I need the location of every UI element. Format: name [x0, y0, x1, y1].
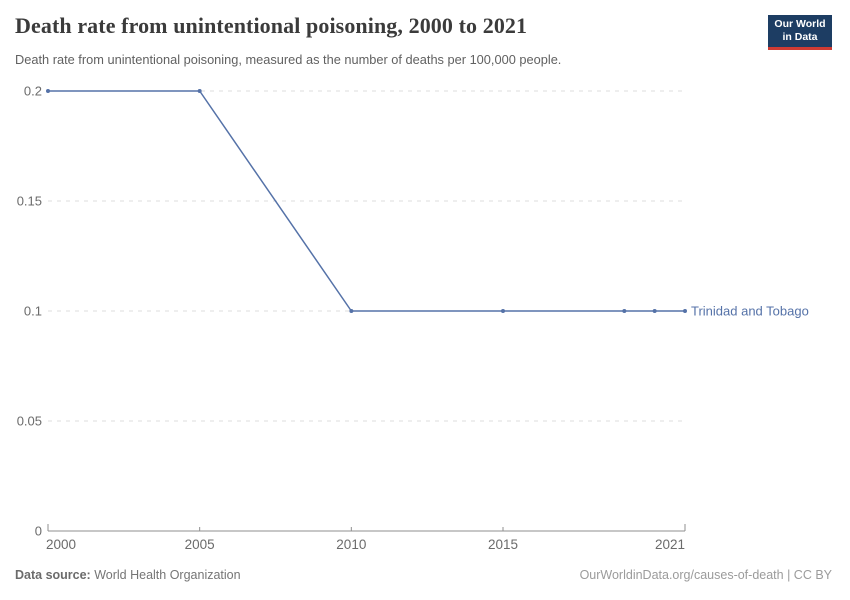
y-axis-tick-label: 0	[35, 524, 42, 539]
x-axis-tick-label: 2005	[185, 537, 215, 552]
license-credit: OurWorldinData.org/causes-of-death | CC …	[579, 568, 832, 582]
series-label: Trinidad and Tobago	[691, 304, 809, 319]
owid-logo-line1: Our World	[774, 17, 826, 30]
data-point	[501, 309, 505, 313]
owid-logo-red-bar	[768, 47, 832, 50]
owid-logo-line2: in Data	[782, 31, 818, 43]
data-source-note: Data source: World Health Organization	[15, 568, 241, 582]
x-axis-tick-label: 2021	[655, 537, 685, 552]
data-point	[622, 309, 627, 313]
data-point	[652, 309, 657, 313]
data-source-value: World Health Organization	[90, 568, 241, 582]
x-axis-tick-label: 2010	[336, 537, 366, 552]
owid-logo: Our World in Data	[768, 15, 832, 50]
data-point	[683, 309, 687, 313]
data-point	[197, 89, 202, 93]
y-axis-tick-label: 0.05	[17, 414, 42, 429]
data-point	[349, 309, 354, 313]
owid-logo-box: Our World in Data	[768, 15, 832, 47]
data-point	[46, 89, 50, 93]
x-axis-tick-label: 2000	[46, 537, 76, 552]
chart-title: Death rate from unintentional poisoning,…	[15, 13, 528, 38]
data-source-label: Data source:	[15, 568, 91, 582]
y-axis-tick-label: 0.15	[17, 194, 42, 209]
chart-subtitle: Death rate from unintentional poisoning,…	[15, 52, 562, 67]
x-axis-tick-label: 2015	[488, 537, 518, 552]
y-axis-tick-label: 0.2	[24, 84, 42, 99]
y-axis-tick-label: 0.1	[24, 304, 42, 319]
chart-footer: Data source: World Health Organization O…	[15, 568, 832, 582]
